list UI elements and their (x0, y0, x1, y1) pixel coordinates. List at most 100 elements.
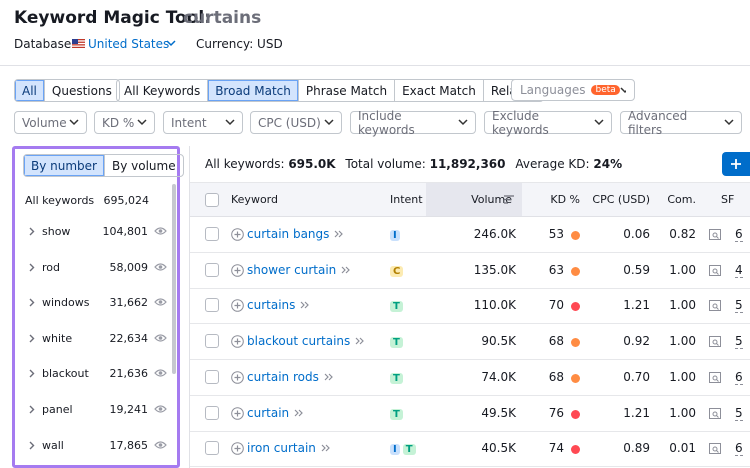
column-header: Keyword (231, 193, 278, 206)
chevron (69, 119, 79, 126)
kd: 76 (548, 405, 564, 420)
kd-dot (571, 231, 580, 240)
tab[interactable]: All Keywords (117, 80, 209, 101)
cpc: 0.92 (623, 334, 650, 349)
intent-badge: T (390, 337, 403, 349)
tab[interactable]: All (15, 80, 45, 101)
cpc: 0.06 (623, 227, 650, 241)
serp-icon (709, 407, 721, 419)
kd: 70 (548, 298, 564, 313)
filter-dropdown[interactable]: Exclude keywords (484, 108, 612, 137)
add-button[interactable] (722, 152, 750, 176)
summary: All keywords: 695.0K Total volume: 11,89… (205, 157, 622, 171)
group-row[interactable]: windows 31,662 (15, 289, 177, 317)
match-tabs: All Keywords Broad Match Phrase Match Exact… (116, 79, 545, 102)
kd: 53 (548, 227, 564, 241)
filter-dropdown[interactable]: Include keywords (350, 108, 476, 137)
competition: 1.00 (669, 262, 696, 277)
eye-icon (154, 368, 167, 378)
query: curtains (183, 8, 262, 28)
filter-label: Include keywords (358, 108, 415, 137)
serp-features[interactable]: 5 (735, 405, 743, 421)
group-count: 17,865 (109, 438, 149, 452)
filter-dropdown[interactable]: Volume (14, 111, 87, 134)
chevron (594, 119, 604, 126)
open-icon (341, 266, 351, 274)
all-keywords-count: 695,024 (103, 194, 150, 207)
column-header[interactable]: CPC (USD) (592, 193, 650, 206)
scrollbar[interactable] (172, 184, 176, 374)
serp-features[interactable]: 6 (735, 227, 743, 242)
keyword-link[interactable]: blackout curtains (247, 334, 365, 348)
group-row[interactable]: wall 17,865 (15, 432, 177, 460)
cpc: 1.21 (623, 405, 650, 420)
serp-features[interactable]: 5 (735, 334, 743, 350)
languages[interactable]: Languages beta (511, 79, 635, 101)
summary-label: Average KD: (515, 157, 590, 171)
add-keyword-icon (231, 335, 244, 348)
volume: 135.0K (473, 262, 516, 277)
keyword-link[interactable]: curtains (247, 298, 310, 312)
serp-features[interactable]: 6 (735, 441, 743, 457)
chevron (458, 119, 468, 126)
volume: 246.0K (473, 227, 516, 241)
group-row[interactable]: panel 19,241 (15, 396, 177, 424)
table-row: curtain bangs I 246.0K 53 0.06 0.82 6 (190, 217, 750, 253)
filter-dropdown[interactable]: Intent (163, 111, 243, 134)
group-count: 58,009 (109, 260, 149, 274)
group-count: 31,662 (109, 296, 149, 310)
group-row[interactable]: blackout 21,636 (15, 360, 177, 388)
serp-icon (709, 336, 721, 348)
checkbox[interactable] (205, 369, 219, 384)
intent-badge: I (390, 230, 400, 241)
keyword-link[interactable]: curtain (247, 406, 304, 420)
column-header[interactable]: KD % (550, 193, 580, 206)
intent-badge: T (390, 408, 403, 420)
keyword-link[interactable]: iron curtain (247, 441, 331, 455)
keyword-link[interactable]: curtain rods (247, 370, 334, 384)
serp-features[interactable]: 5 (735, 298, 743, 314)
group-row[interactable]: show 104,801 (15, 218, 177, 246)
keyword-link[interactable]: curtain bangs (247, 227, 344, 241)
filter-dropdown[interactable]: Advanced filters (620, 109, 742, 137)
sort-icon (504, 195, 514, 204)
checkbox[interactable] (205, 334, 219, 349)
tab[interactable]: Broad Match (208, 80, 299, 101)
add-keyword-icon (231, 299, 244, 313)
expand-icon (29, 227, 35, 236)
sort-option[interactable]: By number (24, 155, 105, 176)
checkbox[interactable] (205, 405, 219, 420)
serp-features[interactable]: 4 (735, 262, 743, 278)
filter-dropdown[interactable]: KD % (94, 111, 155, 134)
keyword-link[interactable]: shower curtain (247, 263, 351, 277)
group-count: 22,634 (109, 331, 149, 345)
table-row: shower curtain C 135.0K 63 0.59 1.00 4 (190, 253, 750, 289)
checkbox[interactable] (205, 193, 219, 207)
filter-dropdown[interactable]: CPC (USD) (250, 111, 342, 134)
chevron (225, 119, 235, 126)
checkbox[interactable] (205, 262, 219, 277)
sort-option[interactable]: By volume (111, 158, 176, 173)
group-row[interactable]: rod 58,009 (15, 254, 177, 282)
column-header[interactable]: Volume (471, 193, 512, 206)
tab[interactable]: Questions (51, 83, 112, 98)
kd: 74 (548, 441, 564, 456)
column-header[interactable]: SF (721, 193, 735, 206)
serp-features[interactable]: 6 (735, 369, 743, 385)
sort-toggle: By number By volume (23, 154, 184, 177)
serp-icon (709, 264, 721, 276)
checkbox[interactable] (205, 298, 219, 313)
tab[interactable]: Phrase Match (299, 80, 396, 101)
expand-icon (29, 441, 35, 450)
checkbox[interactable] (205, 441, 219, 456)
checkbox[interactable] (205, 227, 219, 241)
chevron (137, 119, 147, 126)
competition: 0.82 (669, 227, 696, 241)
group-row[interactable]: white 22,634 (15, 325, 177, 353)
intent-cell: C (390, 263, 406, 277)
database-select[interactable]: United States (88, 37, 170, 51)
filter-label: Exclude keywords (492, 108, 549, 137)
group-count: 104,801 (102, 225, 149, 238)
column-header[interactable]: Com. (667, 193, 696, 206)
tab[interactable]: Exact Match (395, 80, 484, 101)
